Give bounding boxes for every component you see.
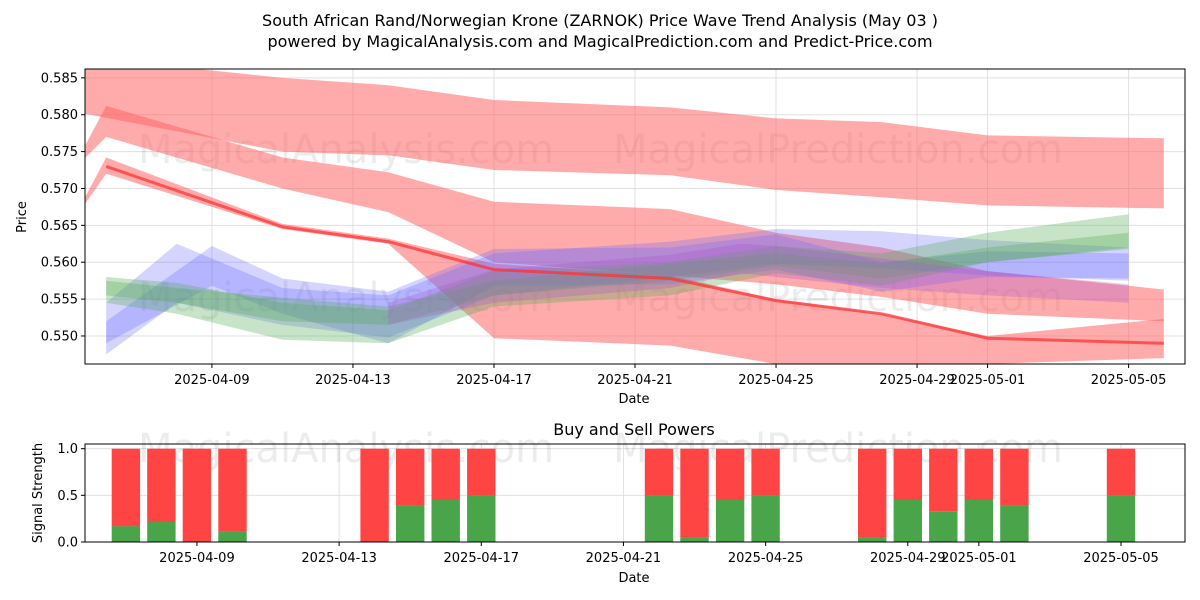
signal-xtick-label: 2025-04-29 [870,551,946,566]
sell-bar [1106,448,1136,496]
buy-bar [893,500,922,542]
buy-bar [218,531,247,542]
buy-bar [751,495,780,542]
sell-bar [111,448,141,527]
signal-bars [111,448,1136,542]
sell-bar [1000,448,1029,506]
sell-bar [431,448,460,500]
price-ylabel: Price [15,201,30,233]
sell-bar [360,448,389,542]
signal-xlabel: Date [618,571,649,586]
price-bands [85,69,1164,364]
price-ytick-label: 0.580 [41,108,78,123]
buy-bar [396,505,425,542]
sell-bar [751,448,780,496]
buy-bar [467,495,496,542]
sell-bar [929,448,958,512]
signal-xtick-label: 2025-04-21 [586,551,662,566]
buy-bar [858,537,887,542]
price-xtick-label: 2025-05-01 [950,373,1026,388]
signal-xtick-label: 2025-05-05 [1083,551,1159,566]
price-xtick-label: 2025-04-09 [174,373,250,388]
price-panel: MagicalAnalysis.com MagicalPrediction.co… [15,68,1186,407]
price-xtick-label: 2025-04-25 [738,373,814,388]
price-axes: 0.550 0.555 0.560 0.565 0.570 0.575 0.580 0.585… [41,71,1167,388]
price-ytick-label: 0.550 [41,329,78,344]
red-wave-band-0 [85,69,1164,209]
price-ytick-label: 0.575 [41,145,78,160]
sell-bar [893,448,922,500]
price-ytick-label: 0.565 [41,219,78,234]
sell-bar [964,448,993,500]
buy-bar [111,526,141,542]
signal-plot-frame [84,443,1186,543]
buy-bar [929,511,958,542]
buy-bar [147,521,176,542]
signal-title: Buy and Sell Powers [553,420,715,439]
signal-axes: 0.0 0.5 1.0 2025-04-09 2025-04-13 2025-04-17 2… [57,442,1158,566]
price-ytick-label: 0.560 [41,256,78,271]
sell-bar [858,448,887,538]
signal-xtick-label: 2025-04-17 [444,551,520,566]
blue-wave-band-0 [106,229,1129,355]
red-trend-line [105,164,1164,345]
price-ytick-label: 0.570 [41,182,78,197]
purple-wave-band-0 [388,243,1129,325]
chart-title: South African Rand/Norwegian Krone (ZARN… [262,11,938,30]
signal-ytick-label: 0.0 [57,536,78,551]
signal-ytick-label: 1.0 [57,442,78,457]
price-xtick-label: 2025-04-21 [597,373,673,388]
signal-ytick-label: 0.5 [57,489,78,504]
buy-bar [964,500,993,542]
signal-xtick-label: 2025-04-25 [728,551,804,566]
green-wave-band-0 [106,214,1129,344]
signal-ylabel: Signal Strength [31,443,46,543]
price-xtick-label: 2025-04-17 [456,373,532,388]
red-wave-band-1 [85,105,1164,322]
price-ytick-label: 0.585 [41,71,78,86]
red-wave-band-2 [85,157,1164,364]
signal-panel: Buy and Sell Powers MagicalAnalysis.com … [31,420,1186,586]
signal-xtick-label: 2025-04-13 [301,551,377,566]
green-wave-band-1 [106,232,1129,325]
buy-bar [1000,505,1029,542]
buy-bar [715,500,745,542]
price-xtick-label: 2025-04-13 [315,373,391,388]
buy-bar [644,495,674,542]
sell-bar [147,448,176,522]
price-xlabel: Date [618,392,649,407]
sell-bar [182,448,212,542]
price-ytick-label: 0.555 [41,293,78,308]
signal-xtick-label: 2025-04-09 [159,551,235,566]
sell-bar [218,448,247,532]
sell-bar [715,448,745,500]
sell-bar [680,448,709,538]
price-xtick-label: 2025-05-05 [1091,373,1167,388]
sell-bar [396,448,425,506]
buy-bar [680,537,709,542]
sell-bar [644,448,674,496]
buy-bar [431,500,460,542]
buy-bar [1106,495,1136,542]
chart-subtitle: powered by MagicalAnalysis.com and Magic… [267,32,932,51]
blue-wave-band-1 [106,234,1129,344]
signal-xtick-label: 2025-05-01 [941,551,1017,566]
sell-bar [467,448,496,496]
price-xtick-label: 2025-04-29 [879,373,955,388]
